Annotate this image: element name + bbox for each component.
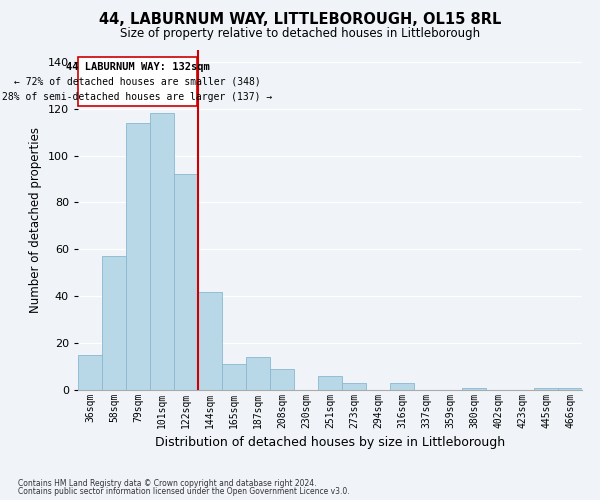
Y-axis label: Number of detached properties: Number of detached properties [29,127,42,313]
Bar [534,388,558,390]
Bar [342,383,366,390]
Bar [318,376,342,390]
Bar [126,122,150,390]
Bar [198,292,222,390]
Bar [462,388,486,390]
Bar [222,364,246,390]
FancyBboxPatch shape [78,57,197,106]
Text: 28% of semi-detached houses are larger (137) →: 28% of semi-detached houses are larger (… [2,92,272,102]
Text: Size of property relative to detached houses in Littleborough: Size of property relative to detached ho… [120,28,480,40]
Bar [174,174,198,390]
Text: 44 LABURNUM WAY: 132sqm: 44 LABURNUM WAY: 132sqm [65,62,209,72]
Bar [246,357,270,390]
Bar [270,369,294,390]
Bar [102,256,126,390]
Text: ← 72% of detached houses are smaller (348): ← 72% of detached houses are smaller (34… [14,77,261,87]
X-axis label: Distribution of detached houses by size in Littleborough: Distribution of detached houses by size … [155,436,505,450]
Text: Contains HM Land Registry data © Crown copyright and database right 2024.: Contains HM Land Registry data © Crown c… [18,478,317,488]
Bar [558,388,582,390]
Bar [150,114,174,390]
Text: Contains public sector information licensed under the Open Government Licence v3: Contains public sector information licen… [18,487,350,496]
Bar [390,383,414,390]
Bar [78,355,102,390]
Text: 44, LABURNUM WAY, LITTLEBOROUGH, OL15 8RL: 44, LABURNUM WAY, LITTLEBOROUGH, OL15 8R… [99,12,501,28]
